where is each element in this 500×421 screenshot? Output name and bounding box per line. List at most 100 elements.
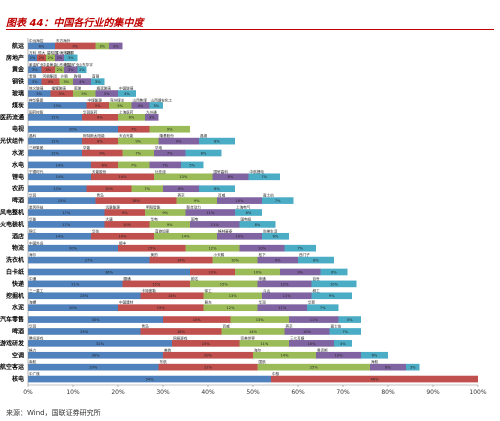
bar-segment [149,161,181,169]
data-label: 13% [229,294,238,298]
company-label: 卡特彼勒 [142,288,157,293]
data-label: 4% [48,80,54,84]
company-label: 奥克斯 [317,347,328,352]
data-label: 10% [330,282,339,286]
company-label: 国航 [259,359,267,364]
data-label: 10% [258,247,267,251]
company-label: 华润医药 [83,109,98,114]
bar-segment [86,185,132,193]
data-label: 5% [104,92,110,96]
x-tick-label: 60% [291,389,305,396]
bar-segment [91,173,154,181]
bar-segment [199,137,235,145]
bar-segment [230,316,289,323]
data-label: 19% [157,306,166,310]
bar-segment [28,244,118,252]
bar-segment [131,102,150,109]
company-label: 海尔 [29,252,37,257]
category-label: 水泥 [12,149,24,157]
data-label: 10% [236,235,245,239]
bar-segment [289,316,339,323]
data-label: 5% [95,104,101,108]
data-label: 12% [227,306,236,310]
company-label: 华电 [151,216,159,221]
company-label: 松下 [259,252,267,257]
company-label: 华住 [92,228,100,233]
company-label: 河钢集团 [43,74,58,79]
data-label: 17% [62,223,71,227]
bar-segment [91,161,118,169]
bar-segment [64,54,78,62]
bar-segment [248,173,280,181]
company-label: 三七互娱 [290,335,305,340]
data-label: 3% [410,366,416,370]
category-label: 核电 [12,375,24,383]
bar-segment [104,221,150,228]
data-label: 8% [385,366,391,370]
data-label: 3% [99,44,105,48]
company-label: 嘉士伯 [331,324,342,329]
data-label: 12% [281,282,290,286]
company-label: 青岛 [97,193,105,198]
data-label: 4% [340,342,346,346]
bar-segment [145,113,159,121]
data-label: 9% [99,151,105,155]
data-label: 8% [201,151,207,155]
bar-segment [28,256,150,264]
data-label: 2% [57,56,63,60]
data-label: 10% [123,223,132,227]
bar-segment [190,280,258,288]
company-label: 燕京 [286,324,294,329]
bar-segment [284,244,316,252]
data-label: 5% [189,163,195,167]
bar-segment [28,113,82,121]
data-label: 7% [342,330,348,334]
bar-segment [28,149,82,157]
x-tick-label: 20% [111,389,125,396]
company-label: 美的 [151,252,159,257]
bar-segment [406,363,420,371]
bar-segment [28,351,163,359]
data-label: 8% [228,175,234,179]
company-label: 宝钢 [29,74,37,79]
bar-segment [28,375,271,383]
bar-segment [118,137,159,145]
data-label: 6% [129,116,135,120]
data-label: 2% [48,56,54,60]
data-label: 30% [92,318,101,322]
company-label: 斗山 [263,288,271,293]
bar-segment [262,197,294,204]
bar-segment [28,185,87,193]
company-label: 美的 [164,347,172,352]
bar-segment [235,268,280,276]
bar-segment [28,125,118,133]
data-label: 14% [56,175,65,179]
category-label: 电视 [12,125,24,133]
company-label: 九州通 [146,109,157,114]
bar-segment [221,328,285,335]
company-label: 联合动力 [187,205,202,210]
company-label: 中核 [272,371,280,376]
company-label: 晶澳 [200,133,208,138]
data-label: 8% [97,116,103,120]
company-label: 宁德时代 [29,169,44,174]
bar-segment [289,340,334,347]
bar-segment [109,102,132,109]
data-label: 15% [148,247,157,251]
bar-row: 农药 13% 10% 7% 8% 8% [11,185,235,193]
bar-segment [149,221,190,228]
bar-segment [131,185,163,193]
bar-segment [163,316,231,323]
category-label: 黄金 [12,66,25,74]
bar-row: 汽车零售 30% 15% 13% 11% 5% [0,316,361,324]
company-label: 金风科技 [29,205,44,210]
company-label: 顺丰 [119,240,127,245]
category-label: 玻璃 [12,90,24,98]
data-label: 6% [372,354,378,358]
company-label: 上海电气 [236,205,251,210]
data-label: 10% [105,187,114,191]
